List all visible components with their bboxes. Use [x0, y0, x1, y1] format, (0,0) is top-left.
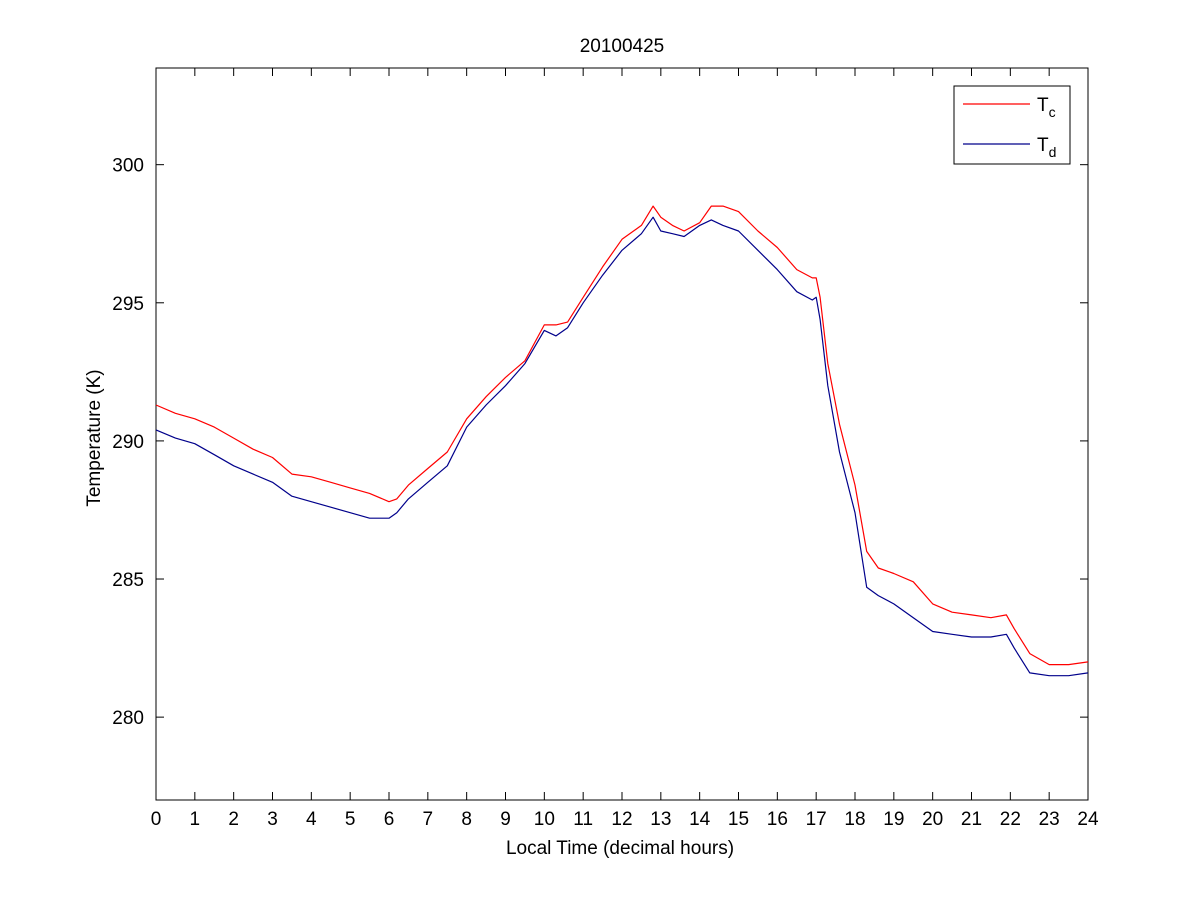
- x-tick-label: 17: [806, 809, 827, 830]
- x-tick-label: 20: [922, 809, 943, 830]
- series-layer: [155, 205, 1089, 677]
- x-tick-label: 14: [689, 809, 711, 830]
- y-tick-label: 285: [112, 570, 144, 591]
- x-tick-label: 23: [1039, 809, 1060, 830]
- y-tick-label: 280: [112, 708, 144, 729]
- x-tick-label: 16: [767, 809, 788, 830]
- legend-label-subscript: d: [1049, 144, 1057, 160]
- x-tick-label: 6: [384, 809, 395, 830]
- series-line-tc: [155, 205, 1089, 666]
- x-tick-label: 21: [961, 809, 982, 830]
- y-tick-label: 295: [112, 294, 144, 315]
- legend-label: Tc: [1037, 95, 1056, 120]
- x-axis-label: Local Time (decimal hours): [506, 838, 734, 859]
- chart-title: 20100425: [580, 36, 665, 57]
- x-tick-label: 2: [228, 809, 239, 830]
- legend-label: Td: [1037, 135, 1056, 160]
- legend-box: [953, 85, 1071, 165]
- x-tick-label: 1: [190, 809, 201, 830]
- x-tick-label: 24: [1077, 809, 1099, 830]
- x-tick-label: 22: [1000, 809, 1021, 830]
- x-axis-ticks: 0 1 2 3 4 5 6 7 8 9 10 11 12 13 14 15 16 17 18 19 20 21 22 23 24: [151, 68, 1099, 830]
- x-tick-label: 0: [151, 809, 162, 830]
- x-tick-label: 19: [883, 809, 904, 830]
- x-tick-label: 9: [500, 809, 511, 830]
- x-tick-label: 12: [611, 809, 632, 830]
- x-tick-label: 18: [844, 809, 865, 830]
- x-tick-label: 5: [345, 809, 356, 830]
- x-tick-label: 3: [267, 809, 278, 830]
- x-tick-label: 15: [728, 809, 749, 830]
- x-tick-label: 4: [306, 809, 317, 830]
- x-tick-label: 13: [650, 809, 671, 830]
- plot-area: [155, 67, 1089, 801]
- legend-label-subscript: c: [1049, 104, 1056, 120]
- series-line-td: [155, 216, 1089, 677]
- y-axis-ticks: 280 285 290 295 300: [112, 156, 1088, 729]
- x-tick-label: 8: [461, 809, 472, 830]
- legend-label-main: T: [1037, 135, 1049, 156]
- x-tick-label: 11: [573, 809, 593, 830]
- y-tick-label: 300: [112, 156, 144, 177]
- legend-label-main: T: [1037, 95, 1049, 116]
- y-tick-label: 290: [112, 432, 144, 453]
- x-tick-label: 7: [423, 809, 434, 830]
- y-axis-label: Temperature (K): [84, 369, 105, 506]
- x-tick-label: 10: [534, 809, 555, 830]
